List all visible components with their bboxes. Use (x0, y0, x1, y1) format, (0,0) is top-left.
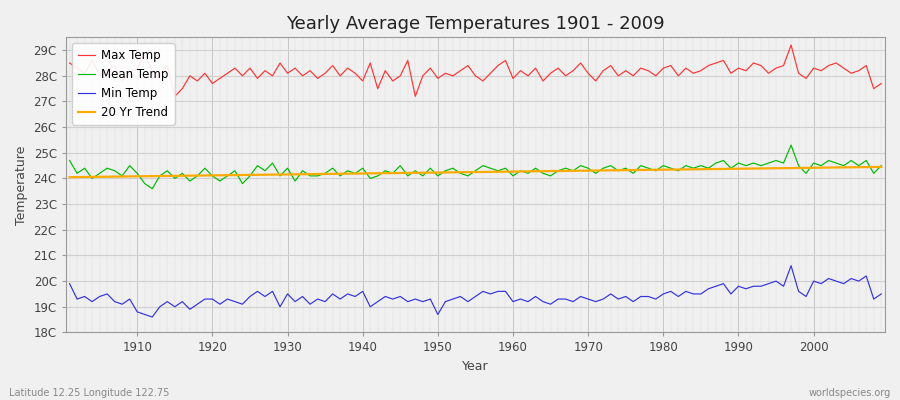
Min Temp (124, 297, 135, 302)
Title: Yearly Average Temperatures 1901 - 2009: Yearly Average Temperatures 1901 - 2009 (286, 15, 665, 33)
Mean Temp (876, 163, 886, 168)
Min Temp (606, 292, 616, 296)
Mean Temp (508, 174, 518, 178)
Line: Max Temp: Max Temp (69, 45, 881, 96)
Text: Latitude 12.25 Longitude 122.75: Latitude 12.25 Longitude 122.75 (9, 388, 169, 398)
Line: Min Temp: Min Temp (69, 266, 881, 317)
Max Temp (169, 94, 180, 99)
Min Temp (508, 299, 518, 304)
Max Temp (297, 74, 308, 78)
Max Temp (64, 60, 75, 65)
Max Temp (508, 76, 518, 81)
Min Temp (786, 263, 796, 268)
Max Temp (786, 43, 796, 48)
Max Temp (515, 68, 526, 73)
Min Temp (64, 281, 75, 286)
Legend: Max Temp, Mean Temp, Min Temp, 20 Yr Trend: Max Temp, Mean Temp, Min Temp, 20 Yr Tre… (72, 43, 175, 125)
Min Temp (876, 292, 886, 296)
Max Temp (124, 71, 135, 76)
Mean Temp (124, 163, 135, 168)
Min Temp (297, 294, 308, 299)
Line: Mean Temp: Mean Temp (69, 145, 881, 189)
Min Temp (147, 315, 158, 320)
Max Temp (342, 66, 353, 70)
Min Temp (342, 292, 353, 296)
Mean Temp (64, 158, 75, 163)
Mean Temp (342, 168, 353, 173)
Mean Temp (606, 163, 616, 168)
Text: worldspecies.org: worldspecies.org (809, 388, 891, 398)
Y-axis label: Temperature: Temperature (15, 145, 28, 224)
Mean Temp (297, 168, 308, 173)
Max Temp (876, 81, 886, 86)
Mean Temp (515, 168, 526, 173)
Mean Temp (786, 143, 796, 148)
X-axis label: Year: Year (462, 360, 489, 373)
Min Temp (515, 297, 526, 302)
Max Temp (606, 63, 616, 68)
Mean Temp (147, 186, 158, 191)
